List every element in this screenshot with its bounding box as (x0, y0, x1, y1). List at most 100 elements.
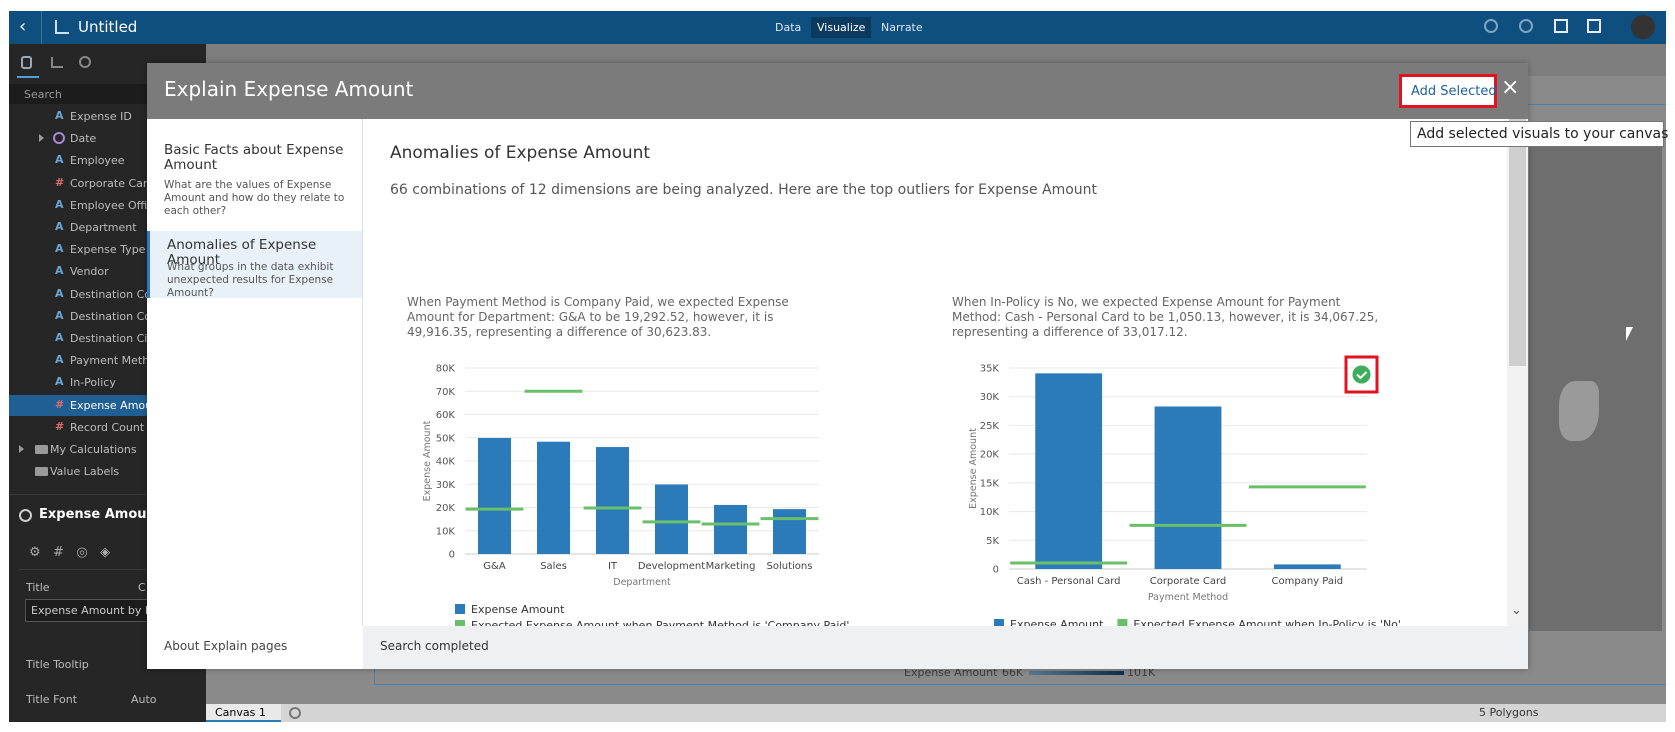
globe-icon (19, 509, 32, 522)
status: 5 Polygons (1479, 706, 1539, 719)
avatar[interactable] (1631, 15, 1655, 39)
scrollbar[interactable]: ⌄ (1507, 119, 1528, 626)
field[interactable]: Value Labels (9, 461, 206, 482)
title-input[interactable]: Expense Amount by Des (25, 599, 185, 622)
field-icon: A (55, 286, 64, 300)
field[interactable]: A Vendor (9, 261, 206, 282)
visual-tab[interactable] (51, 57, 63, 68)
active-indicator (17, 76, 39, 78)
field-name: Destination Cou (70, 309, 158, 323)
expander[interactable] (39, 134, 44, 143)
bar (477, 437, 512, 554)
y-axis-title: Expense Amount (422, 420, 433, 501)
title-label: Title (26, 581, 50, 594)
explain-nav: Basic Facts about Expense Amount What are… (147, 119, 363, 626)
field-icon: # (55, 397, 65, 411)
about-link[interactable]: About Explain pages (164, 639, 288, 653)
field-name: Vendor (70, 265, 109, 279)
y-tick-label: 35K (980, 364, 1000, 375)
x-tick-label: Marketing (706, 561, 756, 572)
scroll-thumb[interactable] (1509, 119, 1526, 366)
field[interactable]: A Destination City (9, 328, 206, 349)
y-tick-label: 20K (980, 450, 1000, 461)
field[interactable]: A In-Policy (9, 372, 206, 393)
field-name: Expense ID (70, 110, 132, 123)
x-tick-label: Development (638, 561, 705, 572)
field-icon: A (55, 308, 64, 322)
add-selected-button[interactable]: Add Selected (1399, 74, 1497, 108)
divider (41, 11, 42, 44)
field[interactable]: # Record Count (9, 417, 206, 438)
top-bar: ‹ Untitled Data Visualize Narrate (9, 11, 1666, 44)
nav-title: Basic Facts about Expense Amount (164, 142, 344, 173)
y-axis-title: Expense Amount (968, 428, 979, 509)
redo[interactable] (1519, 19, 1533, 33)
expander[interactable] (19, 445, 24, 453)
field-name: Expense Amount (70, 398, 164, 412)
analytics-tab[interactable] (79, 56, 91, 68)
data-tab[interactable] (21, 56, 32, 69)
y-tick-label: 10K (980, 507, 1000, 518)
field-icon: A (55, 197, 64, 211)
map-legend-title: Expense Amount (904, 666, 998, 679)
y-tick-label: 0 (993, 565, 999, 576)
tooltip-label: Title Tooltip (26, 658, 89, 671)
save[interactable] (1587, 19, 1601, 33)
field-name: Record Count (70, 420, 145, 434)
field-name: Payment Method (70, 354, 163, 368)
intro: 66 combinations of 12 dimensions are bei… (390, 182, 1098, 198)
project-title: Untitled (78, 18, 138, 36)
field[interactable]: A Employee Office (9, 195, 206, 216)
x-tick-label: G&A (483, 561, 506, 572)
status: Search completed (380, 639, 489, 653)
field-icon: # (55, 419, 65, 433)
field-name: Employee (70, 154, 125, 168)
undo[interactable] (1484, 19, 1498, 33)
field-icon: A (55, 331, 64, 344)
y-tick-label: 10K (436, 526, 456, 537)
field-icon: A (55, 242, 64, 256)
nav-item[interactable]: Basic Facts about Expense Amount What are… (147, 131, 362, 221)
close-button[interactable]: × (1501, 75, 1520, 100)
field[interactable]: A Expense ID (9, 106, 206, 127)
y-tick-label: 50K (436, 433, 456, 444)
x-axis-title: Department (613, 577, 671, 588)
field[interactable]: A Employee (9, 150, 206, 171)
field[interactable]: My Calculations (9, 439, 206, 460)
field[interactable]: A Payment Method (9, 350, 206, 371)
nav-item[interactable]: Anomalies of Expense Amount What groups i… (147, 231, 362, 299)
clock-icon (53, 132, 65, 145)
charts: 0 10K 20K 30K 40K 50K 60K 70K 80K G&A Sales IT Devel… (422, 355, 1401, 626)
field[interactable]: # Corporate Card (9, 173, 206, 194)
canvas-tab[interactable]: Canvas 1 (206, 704, 281, 722)
y-tick-label: 15K (980, 478, 1000, 489)
dialog-header: Explain Expense Amount Add Selected × (147, 63, 1528, 119)
tab[interactable]: Data (775, 21, 802, 34)
tab[interactable]: Narrate (881, 21, 923, 34)
field[interactable]: Date (9, 128, 206, 149)
field[interactable]: A Destination Cou (9, 306, 206, 327)
selection-box (1344, 355, 1379, 394)
x-tick-label: Company Paid (1272, 576, 1344, 587)
field-icon: A (55, 353, 64, 367)
export[interactable] (1554, 19, 1568, 33)
add-canvas[interactable] (289, 707, 301, 719)
cursor (1626, 327, 1633, 341)
bar (654, 484, 689, 554)
prop-tab[interactable]: ⚙ # ◎ ◈ (29, 545, 111, 560)
field[interactable]: A Expense Type (9, 239, 206, 260)
x-tick-label: Cash - Personal Card (1017, 576, 1121, 587)
chart-description: When In-Policy is No, we expected Expens… (952, 295, 1379, 339)
check-mark (1356, 371, 1368, 380)
field[interactable]: A Destination Cou (9, 284, 206, 305)
field[interactable]: A Department (9, 217, 206, 238)
back-button[interactable]: ‹ (19, 16, 27, 37)
y-tick-label: 80K (436, 364, 456, 375)
field-name: In-Policy (70, 376, 116, 390)
tab[interactable]: Visualize (811, 17, 872, 38)
divider (19, 569, 209, 570)
bar (772, 509, 807, 554)
scroll-down[interactable]: ⌄ (1511, 603, 1522, 618)
y-tick-label: 30K (436, 480, 456, 491)
